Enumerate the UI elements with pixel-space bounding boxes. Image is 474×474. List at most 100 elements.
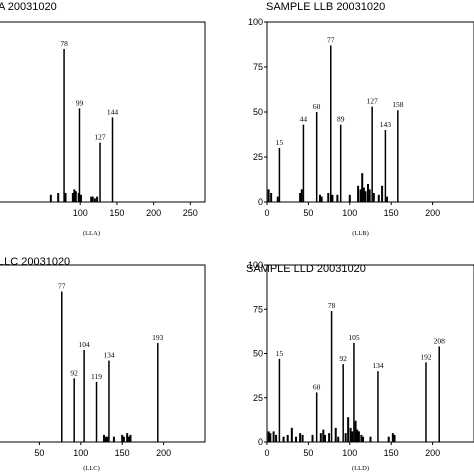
y-tick-label: 0 bbox=[258, 437, 263, 447]
peak-label: 127 bbox=[367, 97, 379, 106]
minor-peak-bar bbox=[269, 433, 272, 442]
x-tick-label: 100 bbox=[73, 208, 88, 218]
y-tick-label: 100 bbox=[248, 260, 263, 270]
peak-label: 60 bbox=[313, 382, 321, 391]
minor-peak-bar bbox=[127, 436, 130, 442]
x-tick-label: 0 bbox=[264, 208, 269, 218]
minor-peak-bar bbox=[368, 189, 371, 202]
minor-peak-bar bbox=[126, 433, 129, 442]
minor-peak-bar bbox=[372, 193, 375, 202]
panel-caption: (LLB) bbox=[352, 230, 369, 237]
peak-bar bbox=[315, 112, 318, 202]
panel-caption: (LLA) bbox=[83, 230, 100, 237]
chart-title: SAMPLE LLD 20031020 bbox=[246, 263, 366, 275]
x-tick-label: 150 bbox=[109, 208, 124, 218]
minor-peak-bar bbox=[272, 431, 275, 442]
peak-label: 15 bbox=[276, 138, 284, 147]
minor-peak-bar bbox=[359, 189, 362, 202]
peak-label: 77 bbox=[327, 35, 335, 44]
x-tick-label: 150 bbox=[115, 448, 130, 458]
chart-title: SAMPLE LLB 20031020 bbox=[266, 1, 385, 13]
peak-bar bbox=[425, 362, 427, 442]
peak-bar bbox=[342, 364, 344, 442]
minor-peak-bar bbox=[336, 194, 339, 202]
x-tick-label: 150 bbox=[384, 448, 399, 458]
x-tick-label: 100 bbox=[342, 448, 357, 458]
x-tick-label: 100 bbox=[73, 448, 88, 458]
chart-title: A 20031020 bbox=[0, 1, 57, 13]
x-tick-label: 150 bbox=[384, 208, 399, 218]
x-tick-label: 0 bbox=[264, 448, 269, 458]
minor-peak-bar bbox=[104, 436, 107, 442]
peak-bar bbox=[315, 392, 318, 442]
chart-panel-3: LLC 20031020 (LLC) 50 100 150 200 77 92 104 119 13… bbox=[0, 256, 206, 472]
peak-label: 60 bbox=[313, 102, 321, 111]
y-tick-label: 0 bbox=[258, 197, 263, 207]
peak-bar bbox=[111, 117, 114, 202]
x-tick-label: 100 bbox=[342, 208, 357, 218]
peak-label: 92 bbox=[70, 368, 78, 377]
peak-bar bbox=[438, 346, 440, 442]
minor-peak-bar bbox=[331, 194, 334, 202]
minor-peak-bar bbox=[319, 433, 322, 442]
peak-bar bbox=[377, 371, 379, 442]
peak-bar bbox=[63, 49, 65, 202]
peak-bar bbox=[95, 381, 98, 442]
peak-label: 99 bbox=[76, 98, 84, 107]
minor-peak-bar bbox=[362, 187, 365, 202]
minor-peak-bar bbox=[386, 196, 389, 202]
minor-peak-bar bbox=[290, 427, 293, 442]
minor-peak-bar bbox=[320, 196, 323, 202]
minor-peak-bar bbox=[129, 434, 132, 442]
x-tick-label: 50 bbox=[303, 208, 313, 218]
y-tick-label: 100 bbox=[248, 17, 263, 27]
x-tick-label: 200 bbox=[156, 448, 171, 458]
minor-peak-bar bbox=[364, 191, 367, 202]
plot-frame bbox=[266, 21, 474, 203]
peak-label: 192 bbox=[420, 352, 432, 361]
peak-label: 127 bbox=[94, 133, 106, 142]
peak-label: 105 bbox=[348, 333, 360, 342]
peak-bar bbox=[397, 110, 399, 202]
chart-panel-1: A 20031020 (LLA) 100 150 200 250 78 99 127 144 bbox=[0, 1, 206, 237]
minor-peak-bar bbox=[344, 433, 347, 442]
peak-bar bbox=[157, 342, 159, 442]
peak-label: 15 bbox=[276, 349, 284, 358]
minor-peak-bar bbox=[267, 431, 270, 442]
peak-label: 77 bbox=[58, 282, 66, 291]
chart-title: LLC 20031020 bbox=[0, 256, 70, 268]
peak-bar bbox=[99, 142, 101, 202]
minor-peak-bar bbox=[300, 189, 303, 202]
minor-peak-bar bbox=[270, 193, 273, 202]
minor-peak-bar bbox=[121, 434, 124, 442]
minor-peak-bar bbox=[354, 420, 357, 442]
minor-peak-bar bbox=[337, 436, 340, 442]
minor-peak-bar bbox=[49, 194, 52, 202]
peak-bar bbox=[353, 342, 355, 442]
panel-caption: (LLD) bbox=[352, 465, 369, 472]
minor-peak-bar bbox=[357, 431, 360, 442]
minor-peak-bar bbox=[57, 193, 60, 202]
peak-label: 92 bbox=[339, 354, 347, 363]
peak-label: 104 bbox=[78, 340, 90, 349]
minor-peak-bar bbox=[356, 429, 359, 442]
minor-peak-bar bbox=[381, 185, 384, 202]
peak-label: 208 bbox=[434, 336, 446, 345]
minor-peak-bar bbox=[369, 436, 372, 442]
panel-caption: (LLC) bbox=[83, 465, 100, 472]
y-tick-label: 25 bbox=[253, 152, 263, 162]
y-tick-label: 50 bbox=[253, 349, 263, 359]
y-tick-label: 75 bbox=[253, 62, 263, 72]
minor-peak-bar bbox=[71, 193, 74, 202]
y-tick-label: 25 bbox=[253, 393, 263, 403]
minor-peak-bar bbox=[361, 173, 364, 202]
x-tick-label: 250 bbox=[183, 208, 198, 218]
minor-peak-bar bbox=[323, 434, 326, 442]
x-tick-label: 50 bbox=[34, 448, 44, 458]
chart-panel-2: SAMPLE LLB 20031020 (LLB) 0 50 100 150 200 0 25 5… bbox=[248, 1, 474, 237]
peak-bar bbox=[330, 45, 332, 203]
minor-peak-bar bbox=[318, 194, 321, 202]
minor-peak-bar bbox=[362, 436, 365, 442]
minor-peak-bar bbox=[79, 194, 82, 202]
peak-bar bbox=[73, 378, 75, 442]
